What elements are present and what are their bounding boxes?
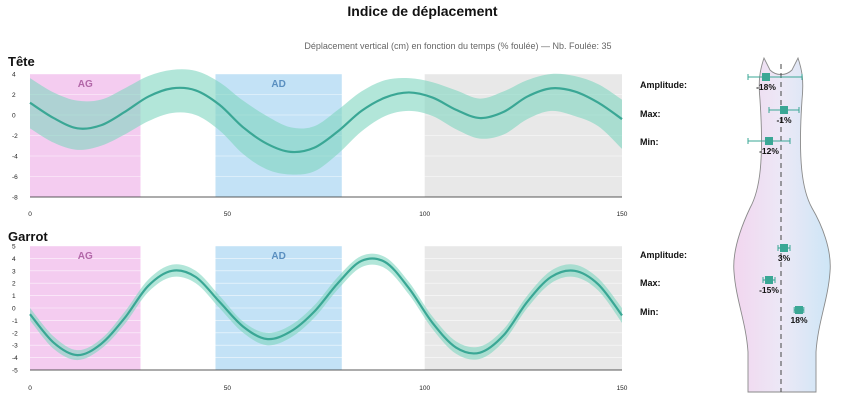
y-tick-label: 0	[12, 306, 16, 313]
x-tick-label: 100	[419, 385, 430, 392]
horse-silhouette	[733, 56, 831, 393]
x-tick-label: 100	[419, 211, 430, 218]
stat-value: -15%	[759, 285, 779, 295]
stat-label: Min:	[640, 137, 659, 147]
stat-marker	[762, 73, 770, 81]
panel-title-garrot: Garrot	[8, 229, 48, 244]
stat-label: Max:	[640, 109, 661, 119]
stat-marker	[765, 137, 773, 145]
y-tick-label: 4	[12, 256, 16, 263]
mean-line	[29, 257, 623, 357]
stat-value: -1%	[776, 115, 792, 125]
stat-marker	[795, 306, 803, 314]
y-tick-label: -2	[12, 330, 18, 337]
y-tick-label: -4	[12, 355, 18, 362]
x-tick-label: 150	[617, 211, 628, 218]
y-tick-label: 2	[12, 92, 16, 99]
phase-label-ag: AG	[78, 79, 93, 90]
y-tick-label: 4	[12, 72, 16, 79]
y-tick-label: -1	[12, 318, 18, 325]
std-band	[30, 253, 622, 361]
std-band	[30, 69, 622, 175]
y-tick-label: 2	[12, 281, 16, 288]
y-tick-label: -8	[12, 195, 18, 202]
stat-value: 3%	[778, 253, 791, 263]
y-tick-label: -2	[12, 133, 18, 140]
stat-label: Min:	[640, 307, 659, 317]
mean-line	[29, 86, 623, 154]
phase-label-ag: AG	[78, 251, 93, 262]
stat-marker	[780, 244, 788, 252]
y-tick-label: -4	[12, 154, 18, 161]
x-tick-label: 150	[617, 385, 628, 392]
stat-label: Amplitude:	[640, 80, 687, 90]
y-tick-label: -5	[12, 368, 18, 375]
y-tick-label: -6	[12, 174, 18, 181]
y-tick-label: 1	[12, 293, 16, 300]
stat-label: Max:	[640, 278, 661, 288]
x-tick-label: 50	[224, 211, 232, 218]
y-tick-label: -3	[12, 343, 18, 350]
x-tick-label: 50	[224, 385, 232, 392]
panel-title-tete: Tête	[8, 54, 35, 69]
stat-value: 18%	[790, 315, 807, 325]
stat-value: -18%	[756, 82, 776, 92]
page-title: Indice de déplacement	[347, 3, 498, 19]
x-tick-label: 0	[28, 385, 32, 392]
chart-subtitle: Déplacement vertical (cm) en fonction du…	[304, 41, 612, 51]
phase-label-ad: AD	[271, 251, 285, 262]
stat-value: -12%	[759, 146, 779, 156]
y-tick-label: 3	[12, 268, 16, 275]
stat-label: Amplitude:	[640, 250, 687, 260]
stat-marker	[780, 106, 788, 114]
phase-label-ad: AD	[271, 79, 285, 90]
stat-marker	[765, 276, 773, 284]
x-tick-label: 0	[28, 211, 32, 218]
y-tick-label: 5	[12, 244, 16, 251]
y-tick-label: 0	[12, 113, 16, 120]
